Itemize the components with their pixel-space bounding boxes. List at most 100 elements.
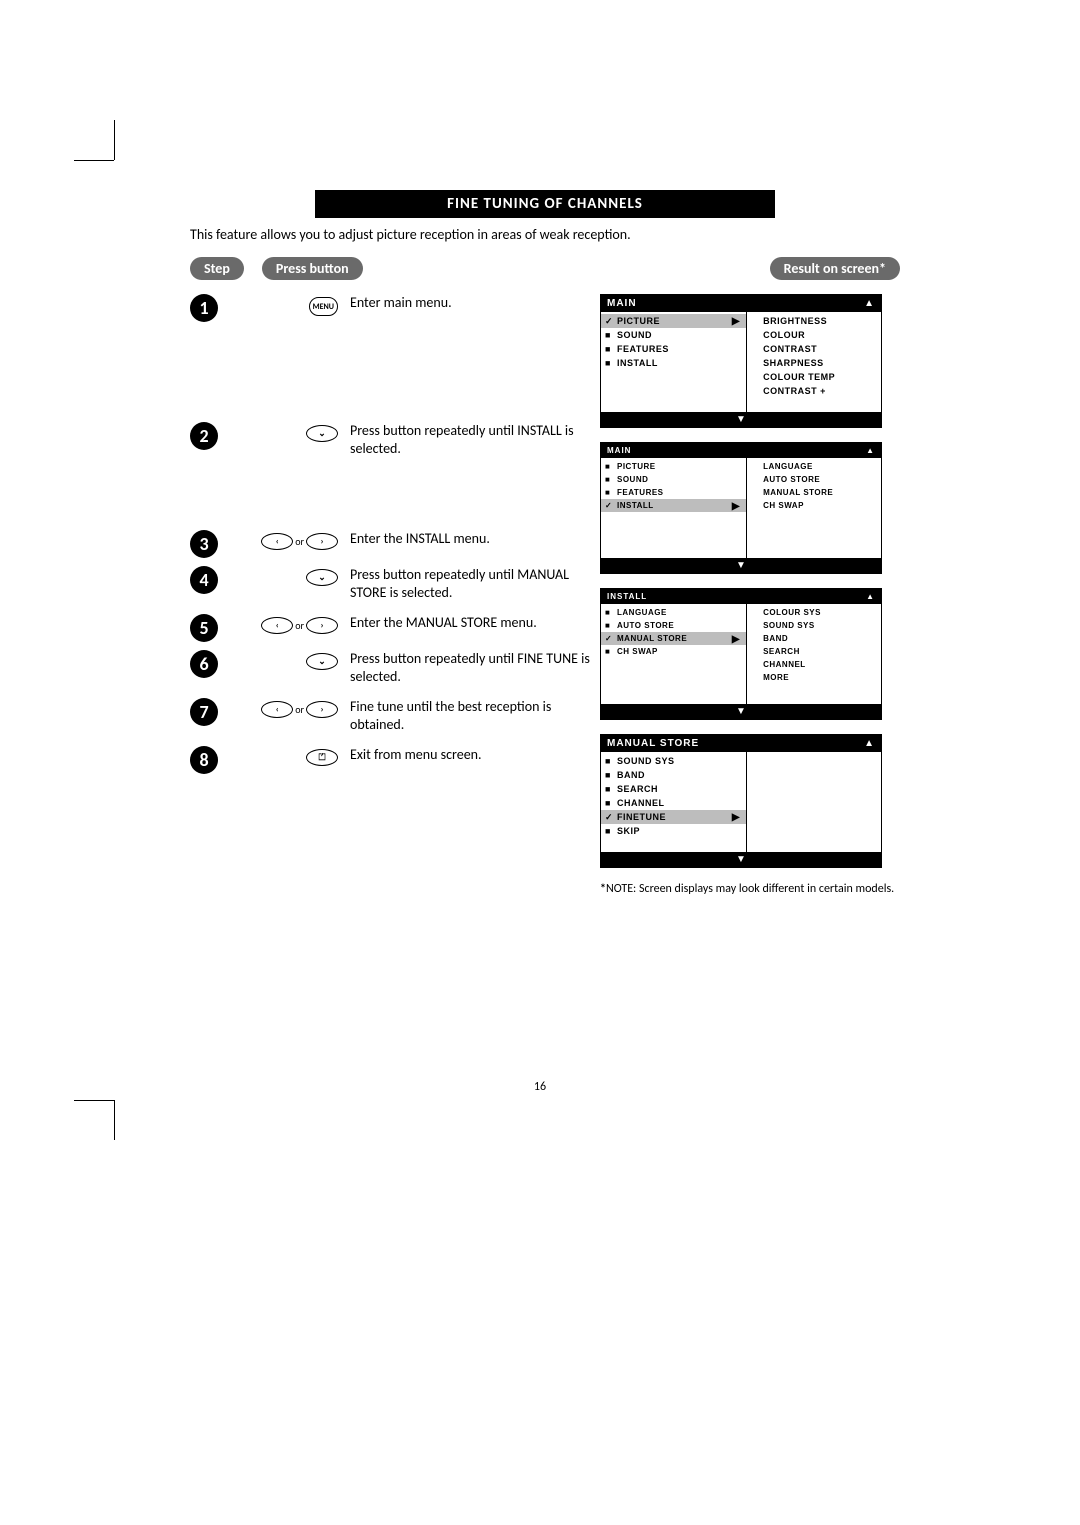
item-marker-icon: ✓ (605, 812, 613, 823)
or-label: or (295, 703, 304, 716)
item-marker-icon: ✓ (605, 634, 612, 643)
column-headers: Step Press button Result on screen* (190, 257, 900, 280)
button-icon-col: ⏍ (268, 746, 338, 766)
item-marker-icon: ■ (605, 798, 611, 808)
osd-footer: ▼ (601, 558, 881, 573)
page-number: 16 (534, 1080, 546, 1094)
step-row: 8 ⏍ Exit from menu screen. (190, 746, 590, 806)
right-button-icon: › (306, 533, 338, 550)
right-button-icon: › (306, 617, 338, 634)
osd-title: MAIN (607, 446, 631, 455)
item-marker-icon: ■ (605, 784, 611, 794)
item-marker-icon: ■ (605, 770, 611, 780)
crop-mark (114, 120, 115, 160)
step-instruction: Enter the INSTALL menu. (350, 530, 590, 548)
osd-sub-item: BAND (747, 632, 881, 645)
step-instruction: Exit from menu screen. (350, 746, 590, 764)
item-marker-icon: ■ (605, 756, 611, 766)
osd-body: ■SOUND SYS■BAND■SEARCH■CHANNEL✓FINETUNE▶… (601, 752, 881, 852)
osd-sub-item: SOUND SYS (747, 619, 881, 632)
result-column: MAIN▲✓PICTURE▶■SOUND■FEATURES■INSTALLBRI… (600, 294, 900, 898)
osd-item: ■SOUND SYS (601, 754, 746, 768)
item-marker-icon: ■ (605, 488, 610, 497)
osd-item: ✓PICTURE▶ (601, 314, 746, 328)
exit-button-icon: ⏍ (306, 749, 338, 766)
osd-item: ■SEARCH (601, 782, 746, 796)
crop-mark (74, 1100, 114, 1101)
osd-item: ✓MANUAL STORE▶ (601, 632, 746, 645)
item-marker-icon: ■ (605, 358, 611, 368)
osd-item: ■CHANNEL (601, 796, 746, 810)
osd-sub-item: COLOUR SYS (747, 606, 881, 619)
osd-item: ✓INSTALL▶ (601, 499, 746, 512)
button-icon-col: ‹or› (268, 698, 338, 718)
osd-sub-item: SEARCH (747, 645, 881, 658)
osd-menu: MAIN▲■PICTURE■SOUND■FEATURES✓INSTALL▶LAN… (600, 442, 882, 574)
step-number-badge: 7 (190, 698, 218, 726)
button-icon-col: ‹or› (268, 614, 338, 634)
osd-item: ■SOUND (601, 473, 746, 486)
osd-left-panel: ■LANGUAGE■AUTO STORE✓MANUAL STORE▶■CH SW… (601, 604, 747, 704)
step-number-badge: 5 (190, 614, 218, 642)
osd-item: ■BAND (601, 768, 746, 782)
osd-body: ■LANGUAGE■AUTO STORE✓MANUAL STORE▶■CH SW… (601, 604, 881, 704)
step-row: 4⌄Press button repeatedly until MANUAL S… (190, 566, 590, 606)
osd-body: ✓PICTURE▶■SOUND■FEATURES■INSTALLBRIGHTNE… (601, 312, 881, 412)
osd-sub-item: CHANNEL (747, 658, 881, 671)
submenu-arrow-icon: ▶ (732, 316, 740, 327)
button-icon-col: ⌄ (268, 422, 338, 442)
osd-right-panel (747, 752, 881, 852)
asterisk: * (600, 882, 606, 896)
intro-text: This feature allows you to adjust pictur… (190, 226, 900, 243)
step-number-badge: 4 (190, 566, 218, 594)
down-button-icon: ⌄ (306, 425, 338, 442)
step-number-badge: 8 (190, 746, 218, 774)
osd-footer: ▼ (601, 704, 881, 719)
button-icon-col: ‹or› (268, 530, 338, 550)
osd-item: ■SOUND (601, 328, 746, 342)
osd-left-panel: ■SOUND SYS■BAND■SEARCH■CHANNEL✓FINETUNE▶… (601, 752, 747, 852)
osd-item: ■FEATURES (601, 342, 746, 356)
step-instruction: Enter main menu. (350, 294, 590, 312)
osd-sub-item: MANUAL STORE (747, 486, 881, 499)
osd-menu: INSTALL▲■LANGUAGE■AUTO STORE✓MANUAL STOR… (600, 588, 882, 720)
osd-title: MANUAL STORE (607, 738, 699, 749)
step-instruction: Enter the MANUAL STORE menu. (350, 614, 590, 632)
osd-item: ■SKIP (601, 824, 746, 838)
step-number-badge: 3 (190, 530, 218, 558)
osd-sub-item: CH SWAP (747, 499, 881, 512)
down-button-icon: ⌄ (306, 653, 338, 670)
hdr-press: Press button (262, 257, 363, 280)
osd-header: MAIN ▲ (601, 443, 881, 458)
osd-item: ■FEATURES (601, 486, 746, 499)
osd-sub-item: SHARPNESS (747, 356, 881, 370)
or-label: or (295, 619, 304, 632)
item-marker-icon: ■ (605, 608, 610, 617)
left-button-icon: ‹ (261, 533, 293, 550)
item-marker-icon: ■ (605, 647, 610, 656)
step-row: 1 MENU Enter main menu. (190, 294, 590, 414)
button-icon-col: ⌄ (268, 650, 338, 670)
left-button-icon: ‹ (261, 701, 293, 718)
step-row: 5 ‹or› Enter the MANUAL STORE menu. (190, 614, 590, 642)
item-marker-icon: ■ (605, 826, 611, 836)
button-icon-col: MENU (268, 294, 338, 316)
osd-header: MAIN▲ (601, 295, 881, 312)
submenu-arrow-icon: ▶ (732, 501, 740, 512)
step-number-badge: 1 (190, 294, 218, 322)
step-instruction: Press button repeatedly until MANUAL STO… (350, 566, 590, 602)
or-label: or (295, 535, 304, 548)
hdr-step: Step (190, 257, 244, 280)
osd-right-panel: BRIGHTNESSCOLOURCONTRASTSHARPNESSCOLOUR … (747, 312, 881, 412)
osd-body: ■PICTURE■SOUND■FEATURES✓INSTALL▶LANGUAGE… (601, 458, 881, 558)
osd-left-panel: ✓PICTURE▶■SOUND■FEATURES■INSTALL (601, 312, 747, 412)
section-title: FINE TUNING OF CHANNELS (315, 190, 775, 218)
item-marker-icon: ■ (605, 330, 611, 340)
step-instruction: Fine tune until the best reception is ob… (350, 698, 590, 734)
osd-menu: MANUAL STORE▲■SOUND SYS■BAND■SEARCH■CHAN… (600, 734, 882, 868)
item-marker-icon: ■ (605, 344, 611, 354)
up-arrow-icon: ▲ (866, 446, 875, 455)
osd-left-panel: ■PICTURE■SOUND■FEATURES✓INSTALL▶ (601, 458, 747, 558)
crop-mark (74, 160, 114, 161)
osd-sub-item: COLOUR TEMP (747, 370, 881, 384)
